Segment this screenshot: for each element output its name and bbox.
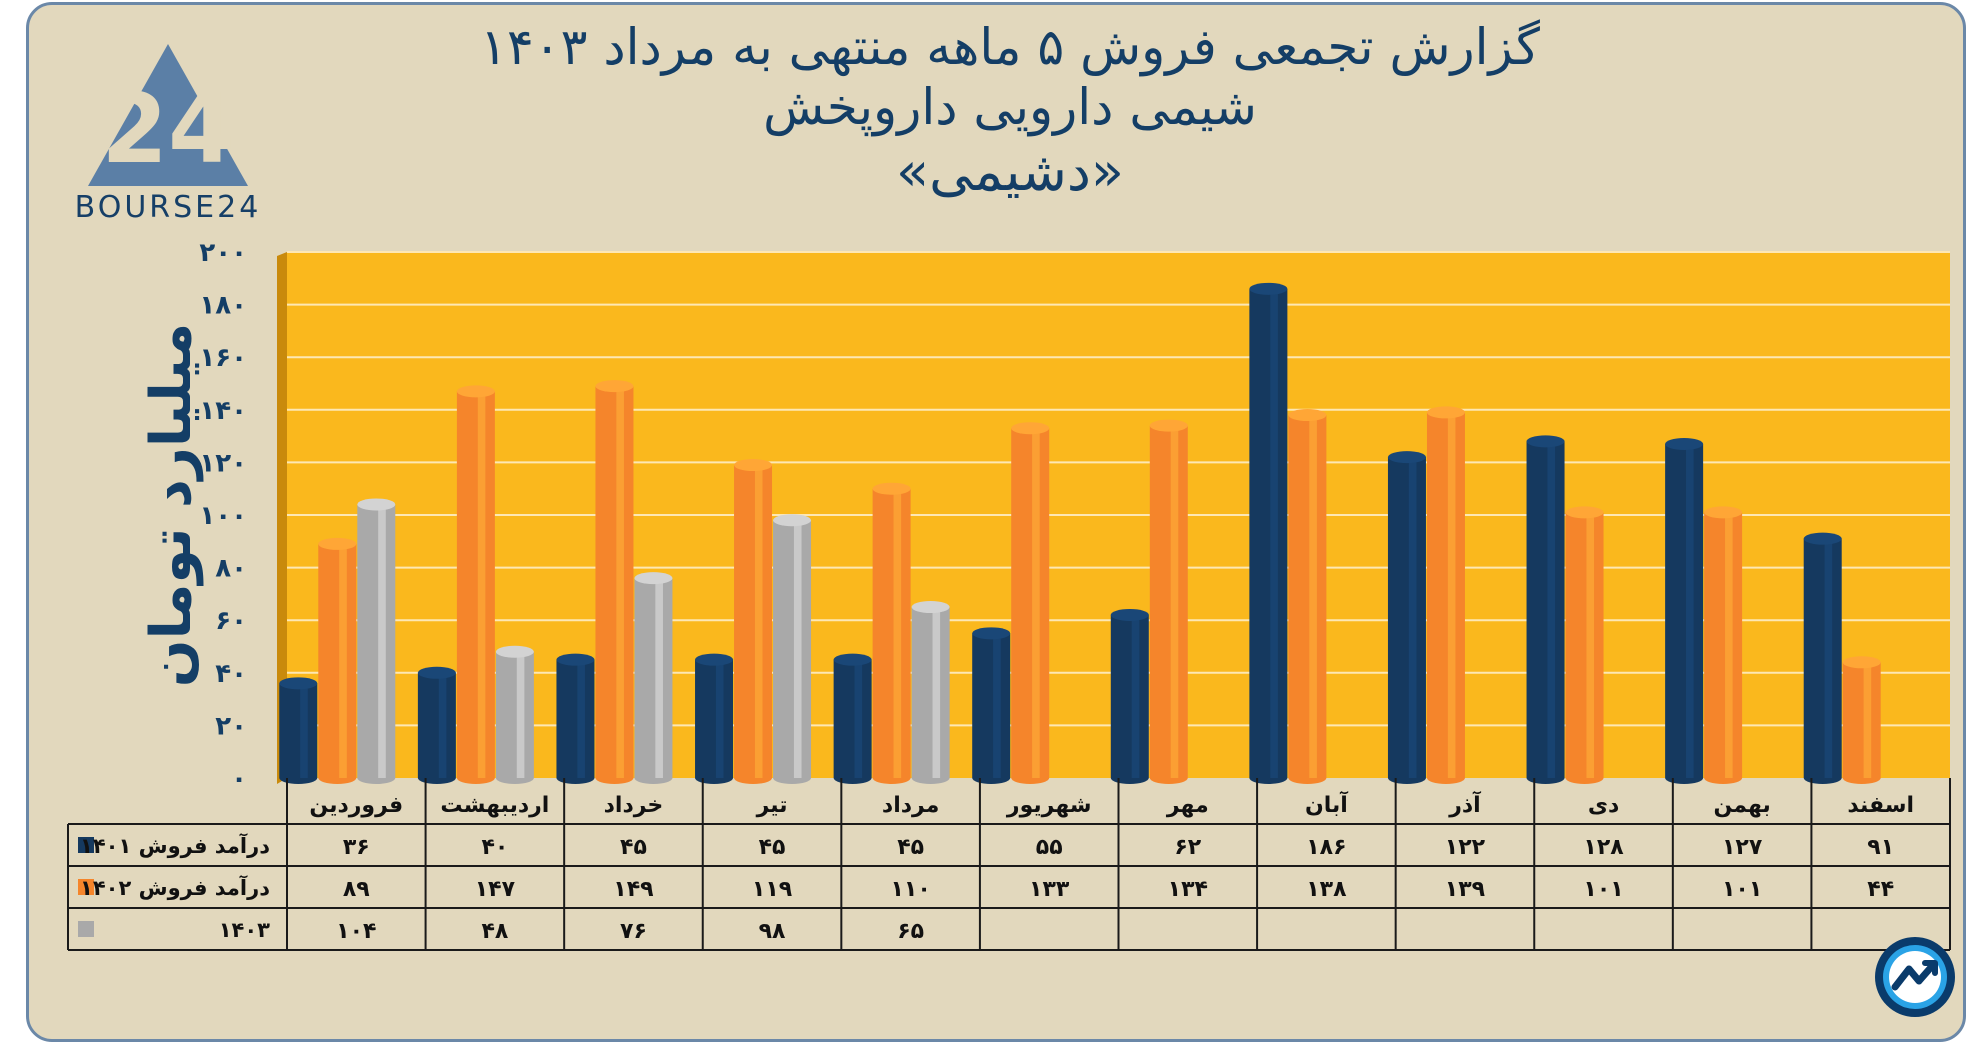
- data-label: ۹۱: [1867, 835, 1894, 860]
- x-tick-label: بهمن: [1713, 793, 1770, 818]
- triangle-logo-icon: 24: [88, 44, 248, 186]
- data-label: ۱۰۱: [1722, 877, 1762, 902]
- data-label: ۶۵: [897, 919, 924, 944]
- data-label: ۱۱۰: [890, 877, 930, 902]
- y-tick-label: ۰: [231, 764, 247, 794]
- y-tick-label: ۴۰: [215, 659, 247, 689]
- x-tick-label: آذر: [1448, 790, 1481, 818]
- y-tick-label: ۶۰: [215, 606, 247, 636]
- data-label: ۱۲۸: [1583, 835, 1624, 860]
- bar-3-1: [357, 498, 396, 784]
- bar-2-9: [1426, 406, 1465, 784]
- y-tick-label: ۸۰: [215, 554, 247, 584]
- x-tick-label: خرداد: [604, 793, 664, 818]
- x-tick-label: مهر: [1166, 793, 1209, 818]
- data-label: ۱۰۱: [1583, 877, 1623, 902]
- y-tick-label: ۱۰۰: [199, 501, 247, 531]
- bar-2-4: [734, 459, 773, 784]
- data-label: ۱۱۹: [752, 877, 792, 902]
- y-tick-label: ۱۲۰: [199, 448, 247, 478]
- chart-title-line-2: شیمی دارویی داروپخش: [763, 78, 1257, 136]
- bar-2-11: [1704, 506, 1743, 784]
- data-label: ۴۵: [897, 835, 924, 860]
- chart-title-line-1: گزارش تجمعی فروش ۵ ماهه منتهی به مرداد ۱…: [480, 18, 1540, 76]
- logo-number: 24: [101, 73, 235, 185]
- data-label: ۱۲۲: [1445, 835, 1486, 860]
- x-tick-label: دی: [1588, 793, 1619, 818]
- bar-1-4: [695, 653, 734, 784]
- bar-2-12: [1842, 656, 1881, 784]
- data-label: ۴۰: [481, 835, 508, 860]
- bar-2-7: [1149, 419, 1188, 784]
- legend-label: درآمد فروش ۱۴۰۱: [80, 833, 270, 858]
- data-label: ۱۴۷: [475, 877, 516, 902]
- data-label: ۱۰۴: [336, 919, 376, 944]
- bar-3-3: [634, 572, 673, 784]
- data-label: ۱۲۷: [1722, 835, 1763, 860]
- bar-2-1: [318, 537, 357, 784]
- bar-2-5: [872, 482, 911, 784]
- data-label: ۱۳۹: [1445, 877, 1485, 902]
- data-label: ۶۲: [1174, 835, 1201, 860]
- bar-1-1: [279, 677, 318, 784]
- data-label: ۴۵: [620, 835, 647, 860]
- y-tick-label: ۲۰: [215, 711, 247, 741]
- bar-1-3: [556, 653, 595, 784]
- data-label: ۹۸: [759, 919, 786, 944]
- legend-swatch: [78, 837, 94, 853]
- bar-3-2: [495, 645, 534, 784]
- y-tick-label: ۱۸۰: [199, 291, 247, 321]
- legend-swatch: [78, 879, 94, 895]
- bar-1-2: [417, 666, 456, 784]
- data-label: ۱۴۹: [613, 877, 653, 902]
- bar-2-10: [1565, 506, 1604, 784]
- x-tick-label: شهریور: [1006, 793, 1092, 818]
- data-label: ۳۶: [343, 835, 370, 860]
- data-label: ۵۵: [1036, 835, 1063, 860]
- bar-3-4: [773, 514, 812, 784]
- bar-1-6: [972, 627, 1011, 784]
- y-axis-label: میلیارد تومان: [139, 323, 204, 687]
- legend-swatch: [78, 921, 94, 937]
- bar-2-2: [456, 385, 495, 784]
- x-tick-label: فروردین: [309, 793, 403, 818]
- bar-1-5: [833, 653, 872, 784]
- bar-1-8: [1249, 282, 1288, 784]
- y-tick-label: ۱۴۰: [199, 396, 247, 426]
- x-tick-label: اسفند: [1847, 793, 1914, 818]
- bar-2-8: [1288, 409, 1327, 784]
- legend-label: ۱۴۰۳: [219, 918, 270, 942]
- data-label: ۴۸: [481, 919, 508, 944]
- data-label: ۷۶: [620, 919, 647, 944]
- data-label: ۴۴: [1867, 877, 1894, 902]
- bar-1-11: [1665, 437, 1704, 784]
- data-label: ۱۸۶: [1306, 835, 1346, 860]
- x-tick-label: آبان: [1305, 790, 1348, 818]
- x-tick-label: تیر: [756, 793, 788, 818]
- logo-text: BOURSE24: [74, 190, 262, 225]
- y-tick-label: ۱۶۰: [199, 343, 247, 373]
- plot-side-wall: [277, 252, 287, 784]
- legend-label: درآمد فروش ۱۴۰۲: [80, 875, 270, 900]
- data-label: ۱۳۸: [1306, 877, 1347, 902]
- x-tick-label: اردیبهشت: [440, 793, 549, 818]
- data-label: ۱۳۳: [1029, 877, 1070, 902]
- data-label: ۸۹: [343, 877, 370, 902]
- bar-1-12: [1803, 532, 1842, 784]
- y-tick-label: ۲۰۰: [199, 238, 247, 268]
- bar-3-5: [911, 601, 950, 784]
- trend-arrow-icon[interactable]: [1873, 935, 1957, 1019]
- bar-2-3: [595, 380, 634, 784]
- data-label: ۴۵: [759, 835, 786, 860]
- data-label: ۱۳۴: [1168, 877, 1208, 902]
- bar-1-9: [1387, 451, 1426, 784]
- bar-1-7: [1110, 608, 1149, 784]
- chart-title-line-3: «دشیمی»: [896, 140, 1124, 203]
- bar-2-6: [1011, 422, 1050, 784]
- x-tick-label: مرداد: [882, 793, 939, 818]
- bar-1-10: [1526, 435, 1565, 784]
